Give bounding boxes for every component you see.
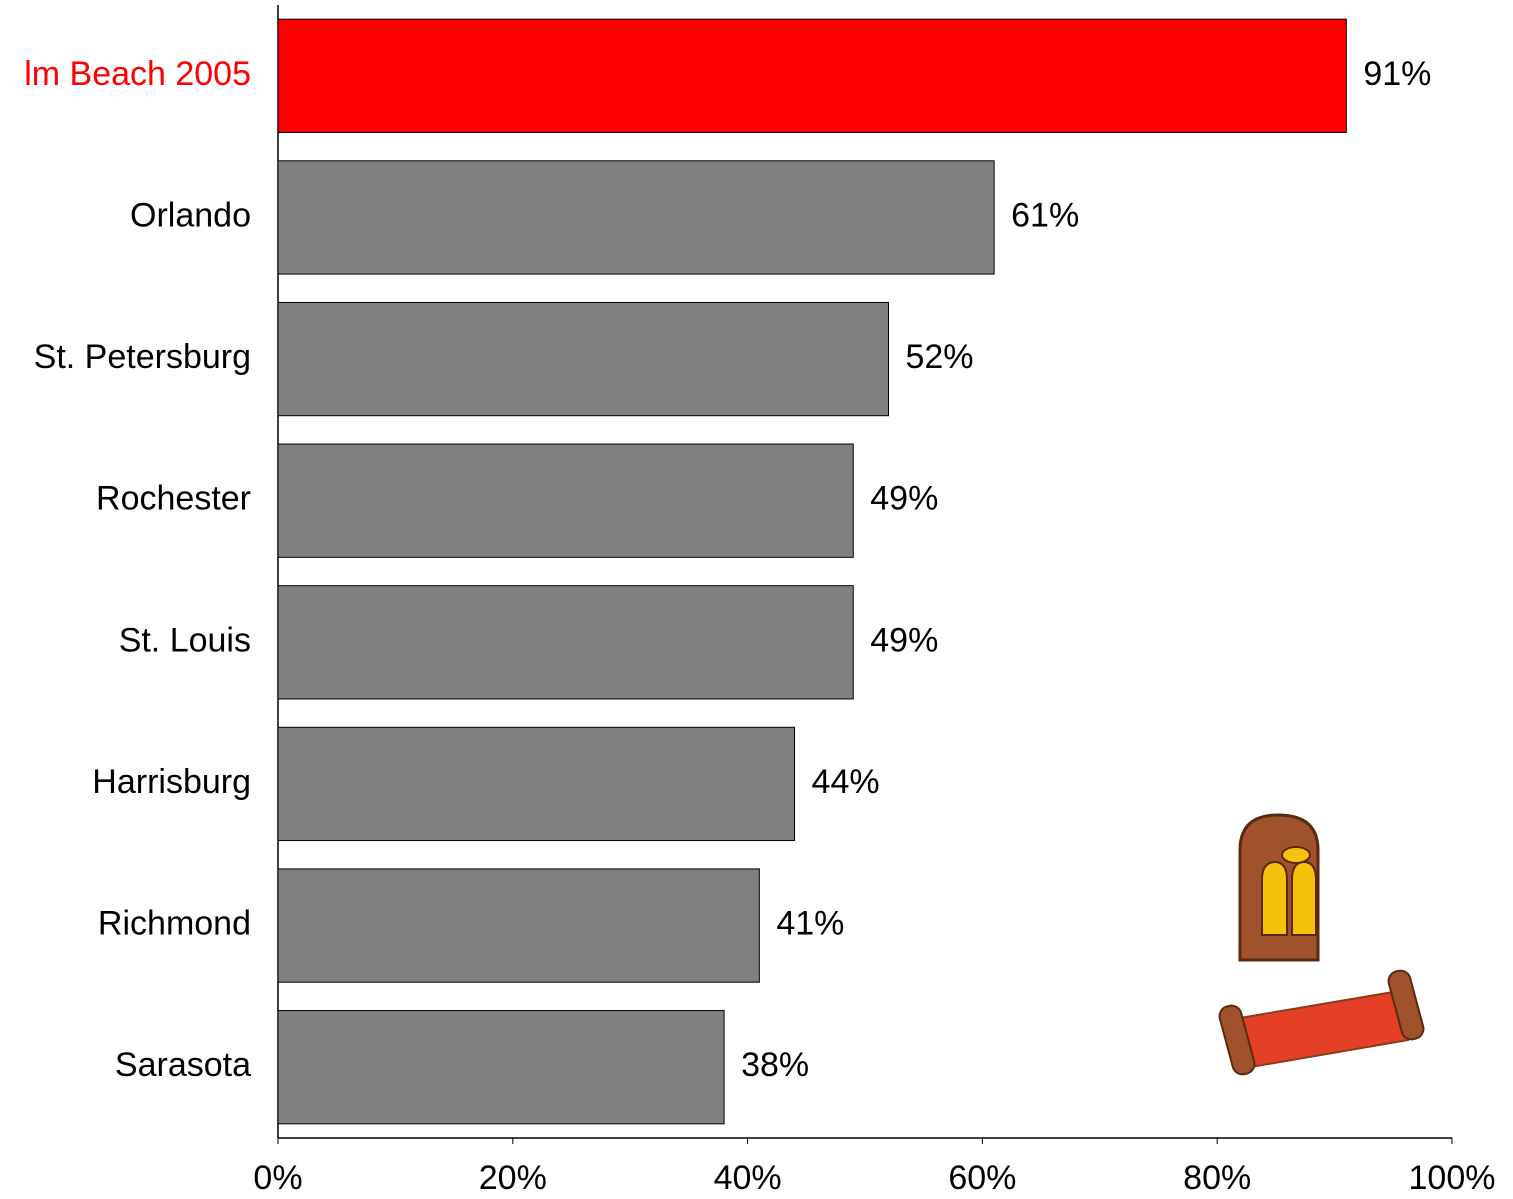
y-tick-label: Rochester [96, 480, 251, 518]
y-tick-label: Harrisburg [92, 763, 251, 801]
y-tick-label: Orlando [130, 196, 251, 234]
value-label: 91% [1363, 55, 1431, 93]
bar [277, 160, 995, 275]
y-tick-label: lm Beach 2005 [24, 55, 251, 93]
x-tick-label: 0% [253, 1159, 302, 1197]
x-tick-label: 100% [1409, 1159, 1496, 1197]
clip-art [1218, 813, 1425, 1076]
value-label: 41% [776, 905, 844, 943]
y-tick-label: St. Louis [119, 621, 251, 659]
bar [277, 301, 889, 417]
bar [277, 868, 760, 983]
x-tick-label: 20% [479, 1159, 547, 1197]
y-tick-label: Richmond [98, 905, 251, 943]
value-label: 49% [870, 480, 938, 518]
x-tick-label: 60% [948, 1159, 1016, 1197]
x-tick-label: 40% [714, 1159, 782, 1197]
bar [277, 726, 796, 842]
bar [277, 18, 1347, 133]
y-tick-label: St. Petersburg [34, 338, 251, 376]
value-label: 49% [870, 621, 938, 659]
bar [277, 1010, 725, 1125]
value-label: 52% [905, 338, 973, 376]
y-tick-label: Sarasota [115, 1046, 251, 1084]
value-label: 38% [741, 1046, 809, 1084]
value-label: 44% [812, 763, 880, 801]
bar [277, 585, 854, 700]
x-tick-label: 80% [1183, 1159, 1251, 1197]
bar [277, 443, 854, 558]
value-label: 61% [1011, 196, 1079, 234]
